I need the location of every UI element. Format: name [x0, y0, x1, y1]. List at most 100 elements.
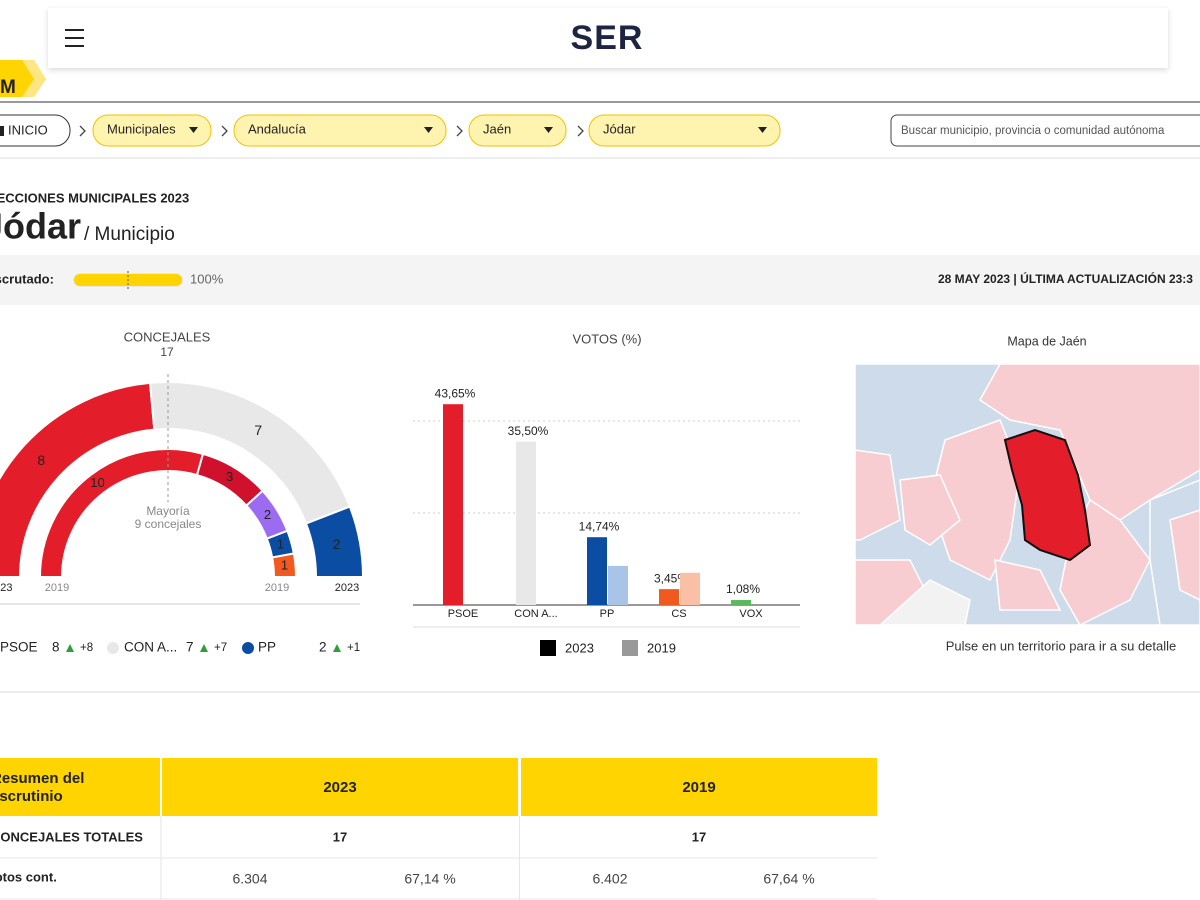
crumb-separator — [577, 125, 584, 137]
crumb-separator — [456, 125, 463, 137]
table-corner: escrutinio — [0, 788, 63, 805]
badge-text: M — [0, 77, 16, 98]
crumb-arrow — [424, 127, 433, 133]
crumb-label: Andalucía — [248, 121, 307, 136]
seat-label: 2 — [264, 507, 271, 522]
kicker: ELECCIONES MUNICIPALES 2023 — [0, 190, 189, 205]
bar-label: 14,74% — [579, 519, 620, 533]
x-tick-label: PP — [600, 608, 615, 620]
bar — [680, 572, 700, 605]
ring-label: 2019 — [45, 582, 69, 594]
crumb-select[interactable] — [588, 114, 781, 147]
bar — [443, 404, 463, 605]
logo[interactable]: SER — [571, 19, 644, 57]
seats-legend: PSOE 8 +8 CON A... 7 +7 PP 2 +1 — [0, 640, 360, 655]
bar-label: 3,45% — [654, 571, 688, 585]
bar-label: 43,65% — [435, 386, 476, 400]
legend-name: CON A... — [124, 640, 177, 655]
legend-arrow — [66, 644, 74, 652]
crumb-select[interactable] — [92, 114, 212, 147]
table-cell: 67,14 % — [404, 871, 455, 887]
seat-segment — [304, 505, 365, 578]
legend-name: PSOE — [0, 640, 38, 655]
table-row-label: Votos cont. — [0, 869, 57, 884]
home-label: INICIO — [8, 122, 48, 137]
legend-label: 2019 — [647, 640, 676, 655]
crumb-arrow — [189, 127, 198, 133]
breadcrumb: Municipales Andalucía Jaén Jódar — [79, 114, 781, 147]
table-cell: 67,64 % — [763, 871, 814, 887]
seat-label: 2 — [333, 536, 341, 552]
legend-label: 2023 — [565, 640, 594, 655]
table-header-cell — [0, 758, 160, 816]
crumb-label: Municipales — [107, 121, 176, 136]
legend-seats: 8 — [52, 640, 60, 655]
table-header-cell — [162, 758, 518, 816]
legend-swatch — [622, 640, 638, 656]
crumb-label: Jódar — [603, 121, 636, 136]
search-box[interactable] — [890, 114, 1200, 147]
majority-value: 9 concejales — [135, 517, 202, 531]
status-band — [0, 255, 1200, 305]
legend-dot — [242, 642, 254, 654]
votes-title: VOTOS (%) — [572, 331, 641, 346]
map[interactable] — [855, 364, 1200, 625]
table-row-label: CONCEJALES TOTALES — [0, 829, 143, 844]
legend-name: PP — [258, 640, 276, 655]
badge — [0, 60, 34, 97]
seats-total: 17 — [160, 345, 174, 359]
legend-dot — [107, 642, 119, 654]
x-tick-label: CS — [671, 608, 686, 620]
home-button[interactable] — [0, 114, 71, 147]
search-placeholder: Buscar municipio, provincia o comunidad … — [901, 125, 1165, 137]
x-tick-label: VOX — [739, 608, 763, 620]
legend-seats: 2 — [319, 640, 327, 655]
seat-label: 8 — [37, 452, 45, 468]
crumb-select[interactable] — [233, 114, 447, 147]
status-value: 100% — [190, 271, 224, 286]
seats-title: CONCEJALES — [124, 329, 211, 344]
bar-label: 1,08% — [726, 582, 760, 596]
table-corner: Resumen del — [0, 770, 84, 787]
seat-label: 3 — [226, 469, 233, 484]
map-caption: Pulse en un territorio para ir a su deta… — [946, 638, 1177, 653]
bar — [659, 589, 679, 605]
majority-label: Mayoría — [146, 504, 190, 518]
table-header-cell — [521, 758, 877, 816]
ring-label: 2023 — [335, 582, 359, 594]
table-cell: 6.402 — [592, 871, 627, 887]
ring-label: 2023 — [0, 582, 12, 594]
table-cell: 17 — [333, 829, 347, 844]
seat-segment — [271, 552, 298, 578]
legend-change: +1 — [347, 642, 360, 654]
home-icon — [0, 126, 4, 136]
municipality-name: Jódar — [0, 206, 81, 247]
table-cell: 6.304 — [232, 871, 267, 887]
legend-arrow — [333, 644, 341, 652]
legend-seats: 7 — [186, 640, 194, 655]
legend-change: +7 — [214, 642, 227, 654]
menu-button[interactable] — [65, 29, 84, 47]
bar — [587, 537, 607, 605]
crumb-separator — [79, 125, 86, 137]
map-title: Mapa de Jaén — [1007, 334, 1086, 348]
municipality-type: / Municipio — [84, 224, 175, 245]
legend-arrow — [200, 644, 208, 652]
crumb-arrow — [758, 127, 767, 133]
crumb-arrow — [544, 127, 553, 133]
crumb-select[interactable] — [468, 114, 567, 147]
last-update: 28 MAY 2023 | ÚLTIMA ACTUALIZACIÓN 23:3 — [938, 271, 1193, 286]
legend-change: +8 — [80, 642, 93, 654]
seat-label: 7 — [254, 422, 262, 438]
crumb-label: Jaén — [483, 121, 511, 136]
seat-label: 1 — [281, 558, 288, 573]
bar-label: 35,50% — [508, 424, 549, 438]
table-column: 2023 — [323, 779, 356, 796]
votes-chart: 43,65% PSOE 35,50% CON A... 14,74% PP 3,45% CS 1… — [413, 386, 800, 656]
status-label: Escrutado: — [0, 271, 54, 286]
legend-swatch — [540, 640, 556, 656]
table-cell: 17 — [692, 829, 706, 844]
